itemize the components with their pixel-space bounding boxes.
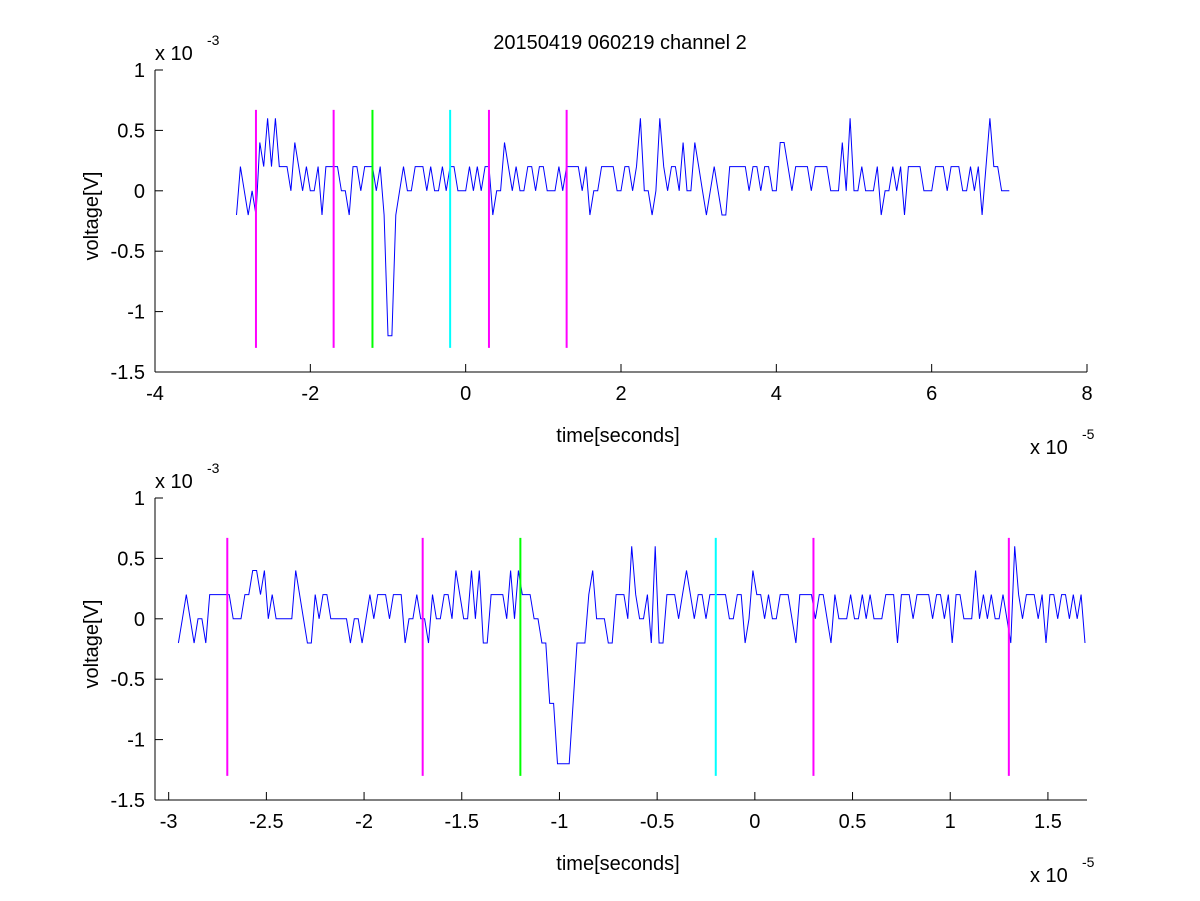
signal-trace [236,118,1010,337]
x-tick-label: -3 [160,811,178,833]
x-tick-label: -2.5 [249,811,283,833]
x-tick-label: -1 [551,811,569,833]
x-tick-label: -1.5 [445,811,479,833]
signal-trace [177,546,1086,765]
y-tick-label: 0.5 [117,120,145,142]
x-axis-label: time[seconds] [556,853,679,875]
y-axis-label: voltage[V] [81,600,103,689]
chart-2: -3 -2.5 -2 -1.5 -1 -0.5 0 0.5 1 1.5 -1.5 -1 -0.5 0 0.5… [81,460,1095,887]
x-tick-label: 0 [460,383,471,405]
y-tick-label: 1 [134,488,145,510]
x-axis-label: time[seconds] [556,425,679,447]
y-tick-label: -1.5 [111,362,145,384]
y-exponent-label: x 10 [155,43,193,65]
y-tick-label: -0.5 [111,241,145,263]
x-tick-label: 1 [945,811,956,833]
y-tick-label: 0 [134,609,145,631]
x-tick-label: 6 [926,383,937,405]
y-tick-label: 0 [134,181,145,203]
chart-1: -4 -2 0 2 4 6 8 -1.5 -1 -0.5 0 0.5 1 time[seconds] vol… [81,32,1095,459]
x-tick-label: -2 [301,383,319,405]
x-tick-label: -2 [355,811,373,833]
x-tick-label: 4 [771,383,782,405]
figure-title: 20150419 060219 channel 2 [493,32,747,54]
x-exponent-power: -5 [1082,854,1095,870]
x-exponent-label: x 10 [1030,437,1068,459]
y-exponent-power: -3 [207,460,220,476]
y-tick-label: 0.5 [117,548,145,570]
x-tick-label: 0 [749,811,760,833]
y-tick-label: -0.5 [111,669,145,691]
x-tick-label: 0.5 [839,811,867,833]
x-tick-label: 1.5 [1034,811,1062,833]
y-exponent-label: x 10 [155,471,193,493]
y-tick-label: -1 [127,730,145,752]
y-tick-label: 1 [134,60,145,82]
y-tick-label: -1 [127,302,145,324]
y-tick-label: -1.5 [111,790,145,812]
x-tick-label: -4 [146,383,164,405]
x-exponent-power: -5 [1082,426,1095,442]
x-tick-label: 2 [615,383,626,405]
x-tick-label: -0.5 [640,811,674,833]
x-tick-label: 8 [1081,383,1092,405]
y-exponent-power: -3 [207,32,220,48]
x-exponent-label: x 10 [1030,865,1068,887]
y-axis-label: voltage[V] [81,172,103,261]
